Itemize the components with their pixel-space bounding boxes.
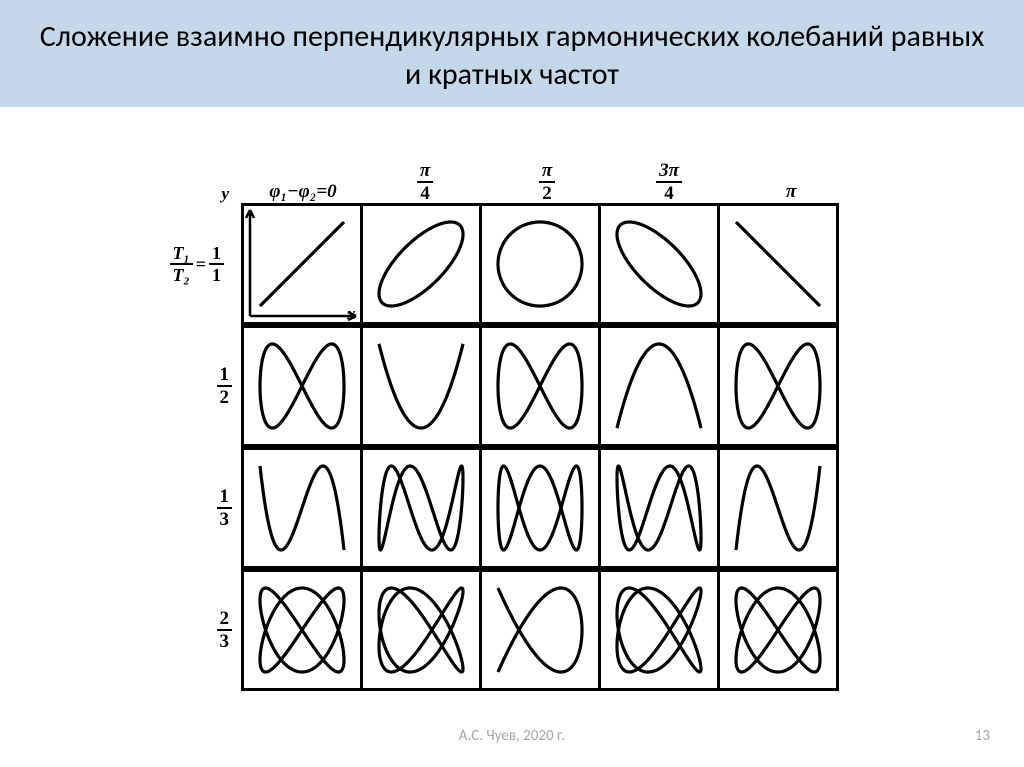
lissajous-cell-0-3	[598, 203, 720, 325]
lissajous-cell-1-0	[241, 325, 363, 447]
grid-row-0: yxT₁T₂=11	[172, 203, 852, 325]
row-label-1: 12	[172, 365, 242, 407]
ratio-label: T₁T₂=11	[170, 244, 225, 284]
lissajous-cell-0-0: yxT₁T₂=11	[241, 203, 363, 325]
lissajous-cell-3-3	[598, 569, 720, 691]
lissajous-cell-1-1	[360, 325, 482, 447]
lissajous-cell-2-1	[360, 447, 482, 569]
lissajous-cell-3-1	[360, 569, 482, 691]
grid-row-1: 12	[172, 325, 852, 447]
col-header-1: π4	[364, 175, 486, 203]
lissajous-cell-2-0	[241, 447, 363, 569]
col-header-0: φ₁−φ₂=0	[242, 175, 364, 203]
page-title: Сложение взаимно перпендикулярных гармон…	[30, 18, 994, 93]
lissajous-cell-0-4	[717, 203, 839, 325]
lissajous-cell-1-3	[598, 325, 720, 447]
row-label-3: 23	[172, 609, 242, 651]
page-number: 13	[975, 727, 990, 745]
footer-author: А.С. Чуев, 2020 г.	[0, 727, 1024, 745]
grid-row-3: 23	[172, 569, 852, 691]
lissajous-cell-2-4	[717, 447, 839, 569]
col-header-4: π	[730, 175, 852, 203]
lissajous-cell-2-2	[479, 447, 601, 569]
row-label-2: 13	[172, 487, 242, 529]
col-header-2: π2	[486, 175, 608, 203]
axis-y-label: y	[222, 184, 230, 204]
lissajous-cell-0-2	[479, 203, 601, 325]
lissajous-cell-3-0	[241, 569, 363, 691]
col-header-3: 3π4	[608, 175, 730, 203]
lissajous-grid: φ₁−φ₂=0π4π23π4π yxT₁T₂=11121323	[0, 175, 1024, 691]
axis-x-label: x	[347, 304, 356, 324]
column-headers: φ₁−φ₂=0π4π23π4π	[242, 175, 852, 203]
lissajous-cell-1-2	[479, 325, 601, 447]
lissajous-cell-2-3	[598, 447, 720, 569]
lissajous-cell-1-4	[717, 325, 839, 447]
grid-row-2: 13	[172, 447, 852, 569]
lissajous-cell-0-1	[360, 203, 482, 325]
lissajous-cell-3-2	[479, 569, 601, 691]
lissajous-cell-3-4	[717, 569, 839, 691]
